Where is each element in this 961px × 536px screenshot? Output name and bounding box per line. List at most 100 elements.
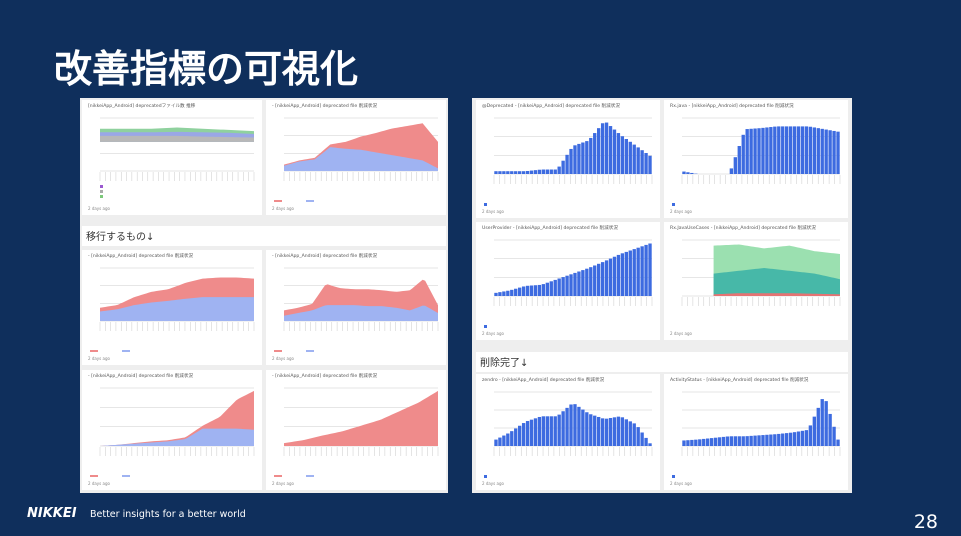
card-title: ActivityStatus - [nikkeiApp_Android] dep… [670, 376, 809, 383]
chart-bar [577, 406, 581, 446]
chart-bar [812, 127, 816, 174]
chart-bar [624, 251, 628, 296]
chart-bar [753, 435, 757, 446]
updated: 2 days ago [670, 209, 693, 214]
chart-bar [800, 430, 805, 446]
chart-bar [525, 421, 530, 446]
chart-bar [761, 435, 765, 446]
chart-bar [533, 170, 538, 174]
chart-bar [608, 417, 613, 446]
logo: NIKKEI [27, 506, 77, 521]
chart-area [713, 293, 840, 296]
chart-bar [569, 148, 573, 174]
chart-bar [824, 129, 828, 174]
section-title: 移行するもの↓ [86, 230, 154, 243]
chart-bar [529, 419, 534, 446]
chart-bar [788, 432, 793, 446]
chart-bar [545, 282, 549, 296]
chart-bar [573, 145, 577, 174]
card-title: zendro - [nikkeiApp_Android] deprecated … [482, 376, 605, 383]
chart-area [100, 135, 254, 142]
chart-bar [577, 271, 581, 296]
chart-bar [636, 247, 640, 296]
legend-swatch [122, 475, 130, 477]
chart-bar [698, 439, 702, 446]
chart-bar [792, 126, 797, 174]
chart-bar [581, 142, 585, 174]
card-title: - [nikkeiApp_Android] deprecated file 削減… [88, 372, 193, 379]
chart-bar [769, 434, 773, 446]
chart-bar [640, 246, 644, 296]
legend-swatch [672, 475, 675, 478]
chart-bar [557, 278, 561, 296]
chart-bar [502, 291, 506, 296]
chart-bar [741, 134, 745, 174]
section-bar [476, 352, 848, 372]
chart-bar [537, 284, 542, 296]
chart-bar [600, 123, 605, 174]
chart-bar [549, 281, 553, 296]
chart-bar [686, 440, 690, 446]
card-title: @Deprecated - [nikkeiApp_Android] deprec… [482, 102, 620, 109]
legend-swatch [672, 203, 675, 206]
chart-bar [518, 287, 522, 296]
chart-bar [494, 171, 498, 174]
legend-swatch [274, 200, 282, 202]
legend-swatch [122, 350, 130, 352]
chart-bar [721, 436, 726, 446]
legend-swatch [484, 203, 487, 206]
card-title: Rx.java - [nikkeiApp_Android] deprecated… [670, 102, 794, 109]
section-bar [82, 226, 446, 246]
chart-bar [804, 126, 809, 174]
tagline: Better insights for a better world [90, 509, 246, 520]
chart-bar [624, 139, 628, 174]
chart-bar [529, 285, 534, 296]
chart-bar [597, 128, 601, 174]
chart-bar [694, 439, 698, 446]
updated: 2 days ago [482, 481, 505, 486]
chart-bar [781, 433, 785, 446]
chart-bar [788, 126, 793, 174]
chart-bar [537, 416, 542, 446]
chart-bar [729, 168, 734, 174]
legend-swatch [274, 350, 282, 352]
chart-bar [828, 413, 832, 446]
chart-bar [628, 141, 632, 174]
legend-swatch [306, 200, 314, 202]
chart-bar [569, 404, 573, 446]
card-title: - [nikkeiApp_Android] deprecated file 削減… [272, 102, 377, 109]
chart-bar [640, 432, 644, 446]
card-title: UserProvider - [nikkeiApp_Android] depre… [482, 224, 618, 231]
updated: 2 days ago [272, 206, 295, 211]
chart-bar [749, 435, 753, 446]
chart-bar [506, 171, 510, 174]
chart-bar [616, 416, 621, 446]
chart-bar [565, 407, 569, 446]
chart-area [100, 297, 254, 321]
chart-bar [773, 126, 777, 174]
chart-bar [585, 268, 589, 296]
chart-bar [604, 122, 609, 174]
chart-bar [729, 436, 734, 446]
chart-bar [717, 437, 722, 446]
chart-bar [561, 277, 565, 296]
chart-bar [557, 414, 561, 446]
chart-bar [597, 263, 601, 296]
chart-bar [753, 128, 757, 174]
chart-bar [518, 171, 522, 174]
chart-bar [644, 153, 648, 174]
chart-bar [682, 171, 686, 174]
legend-swatch [100, 195, 103, 198]
chart-bar [502, 171, 506, 174]
chart-bar [828, 130, 832, 174]
card [664, 374, 848, 490]
chart-bar [525, 170, 530, 174]
chart-bar [616, 254, 621, 296]
chart-bar [777, 433, 781, 446]
chart-bar [573, 272, 577, 296]
updated: 2 days ago [482, 209, 505, 214]
chart-bar [648, 155, 652, 174]
chart-bar [533, 418, 538, 446]
section-title: 削除完了↓ [480, 356, 528, 369]
chart-bar [636, 147, 640, 174]
